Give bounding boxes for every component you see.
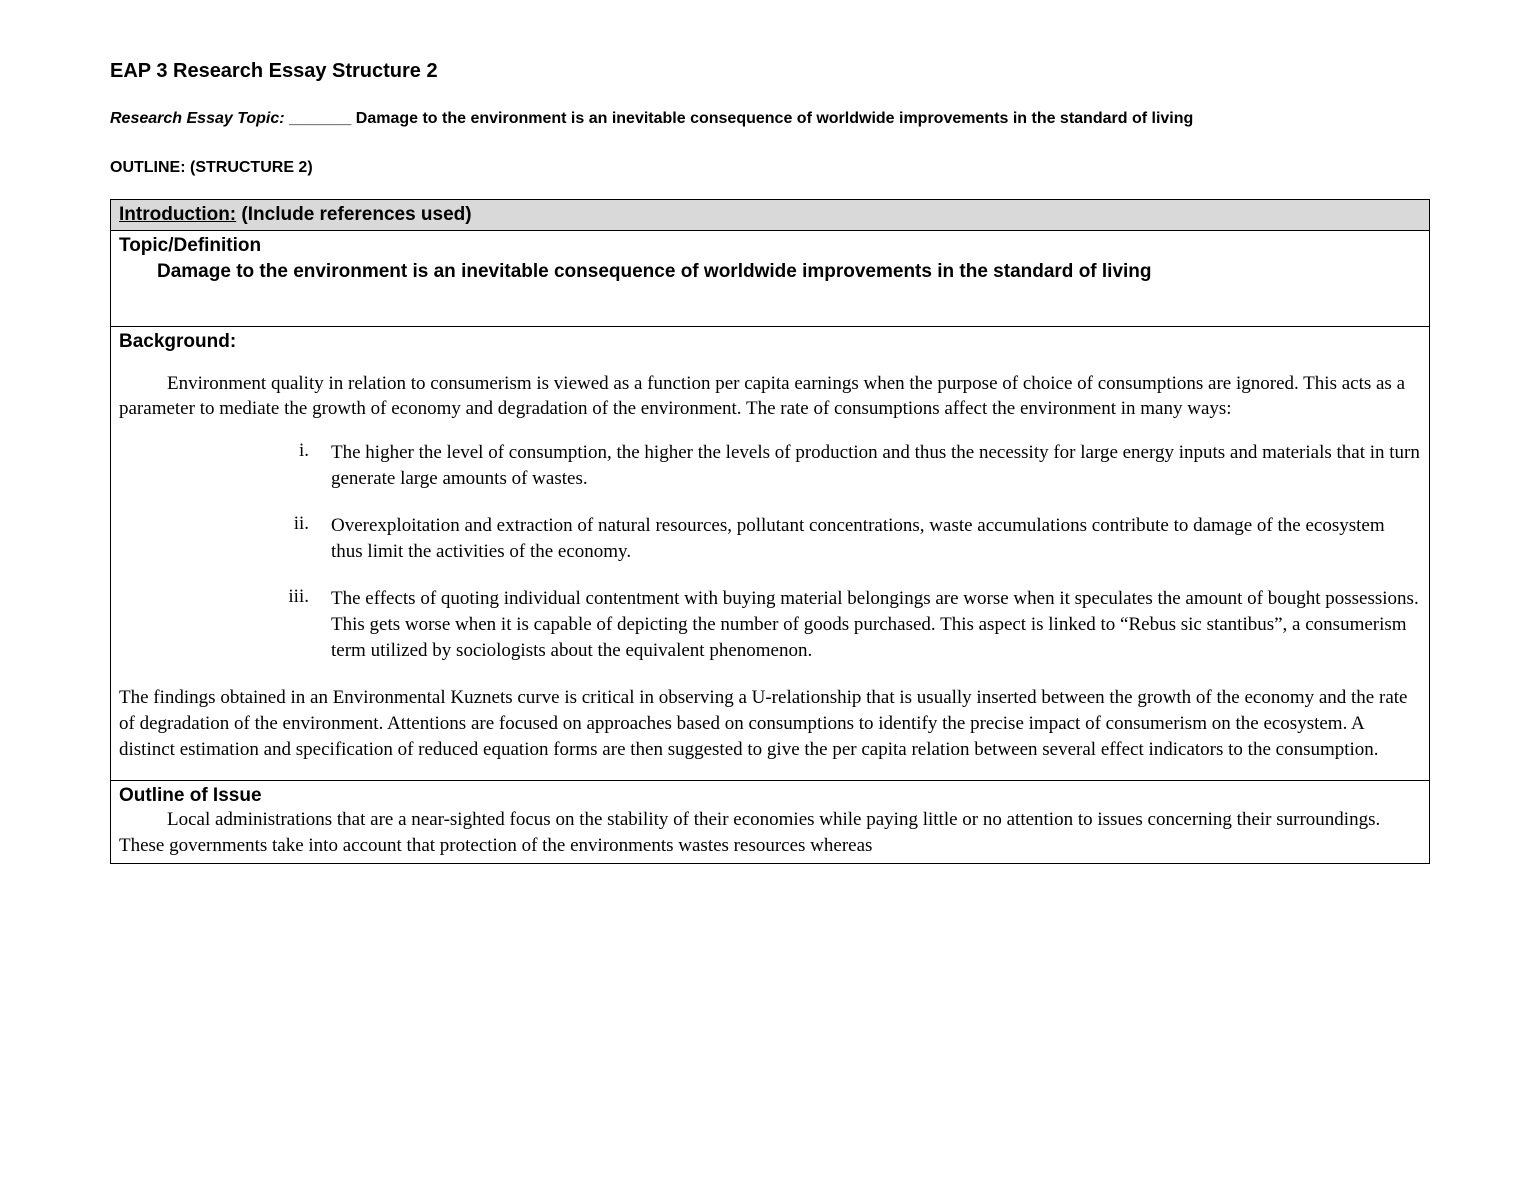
topic-line: Research Essay Topic: _______ Damage to … bbox=[110, 107, 1430, 131]
background-label: Background: bbox=[119, 331, 1421, 353]
outline-of-issue-text: Local administrations that are a near-si… bbox=[119, 807, 1421, 858]
topic-definition-label: Topic/Definition bbox=[119, 235, 1421, 257]
topic-text: Damage to the environment is an inevitab… bbox=[356, 110, 1194, 127]
list-marker: ii. bbox=[259, 513, 331, 564]
topic-blank: _______ bbox=[289, 110, 356, 127]
list-marker: i. bbox=[259, 440, 331, 491]
topic-label: Research Essay Topic: bbox=[110, 110, 289, 127]
introduction-refs-note: (Include references used) bbox=[236, 204, 471, 225]
document-title: EAP 3 Research Essay Structure 2 bbox=[110, 60, 1430, 83]
list-item: iii. The effects of quoting individual c… bbox=[259, 586, 1421, 663]
background-cell: Background: Environment quality in relat… bbox=[111, 326, 1430, 781]
document-page: EAP 3 Research Essay Structure 2 Researc… bbox=[0, 0, 1540, 924]
list-item: i. The higher the level of consumption, … bbox=[259, 440, 1421, 491]
outline-of-issue-label: Outline of Issue bbox=[119, 785, 1421, 807]
introduction-label: Introduction: bbox=[119, 204, 236, 225]
outline-of-issue-cell: Outline of Issue Local administrations t… bbox=[111, 781, 1430, 863]
outline-table: Introduction: (Include references used) … bbox=[110, 199, 1430, 864]
topic-definition-cell: Topic/Definition Damage to the environme… bbox=[111, 231, 1430, 327]
list-item: ii. Overexploitation and extraction of n… bbox=[259, 513, 1421, 564]
list-text: The effects of quoting individual conten… bbox=[331, 586, 1421, 663]
background-para-1: Environment quality in relation to consu… bbox=[119, 371, 1421, 422]
list-marker: iii. bbox=[259, 586, 331, 663]
topic-definition-text: Damage to the environment is an inevitab… bbox=[157, 259, 1421, 286]
background-list: i. The higher the level of consumption, … bbox=[259, 440, 1421, 663]
list-text: The higher the level of consumption, the… bbox=[331, 440, 1421, 491]
outline-structure-label: OUTLINE: (STRUCTURE 2) bbox=[110, 159, 1430, 177]
background-para-2: The findings obtained in an Environmenta… bbox=[119, 685, 1421, 762]
introduction-header-cell: Introduction: (Include references used) bbox=[111, 200, 1430, 231]
list-text: Overexploitation and extraction of natur… bbox=[331, 513, 1421, 564]
